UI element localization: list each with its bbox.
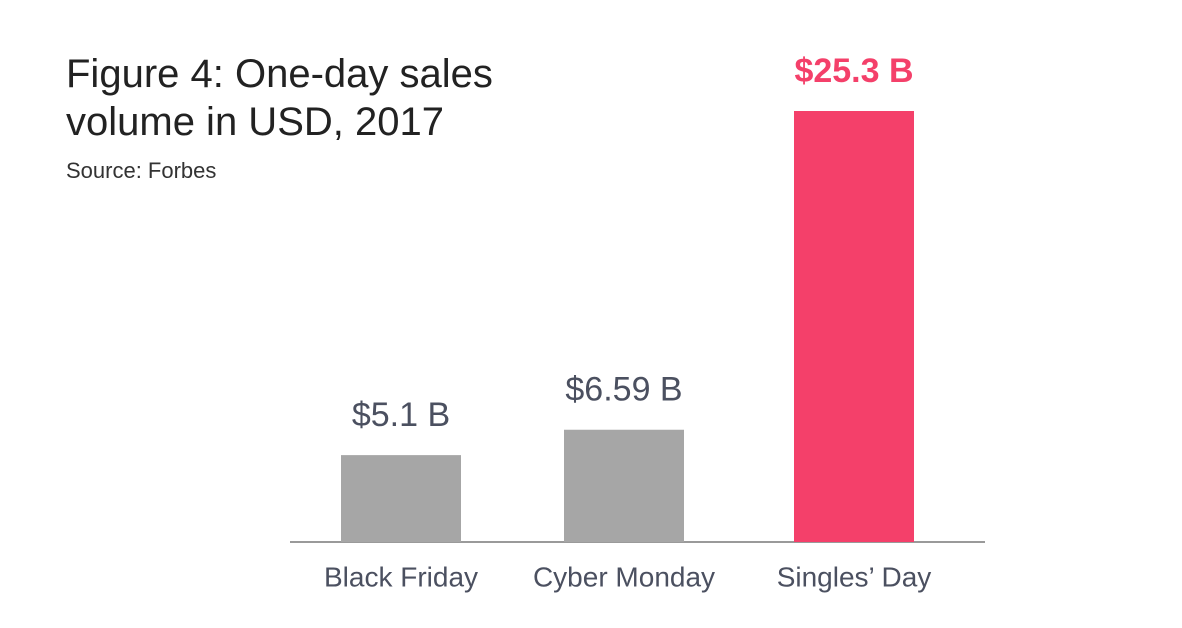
bar xyxy=(341,455,461,542)
x-tick-label: Black Friday xyxy=(324,561,478,592)
x-tick-label: Singles’ Day xyxy=(777,561,932,592)
bar xyxy=(794,111,914,542)
bar xyxy=(564,429,684,542)
chart-subtitle: Source: Forbes xyxy=(66,158,217,183)
chart-title: Figure 4: One-day sales volume in USD, 2… xyxy=(66,52,493,144)
x-tick-label: Cyber Monday xyxy=(533,561,715,592)
value-label: $6.59 B xyxy=(565,371,682,409)
value-label: $25.3 B xyxy=(794,52,913,90)
value-label: $5.1 B xyxy=(352,396,450,434)
